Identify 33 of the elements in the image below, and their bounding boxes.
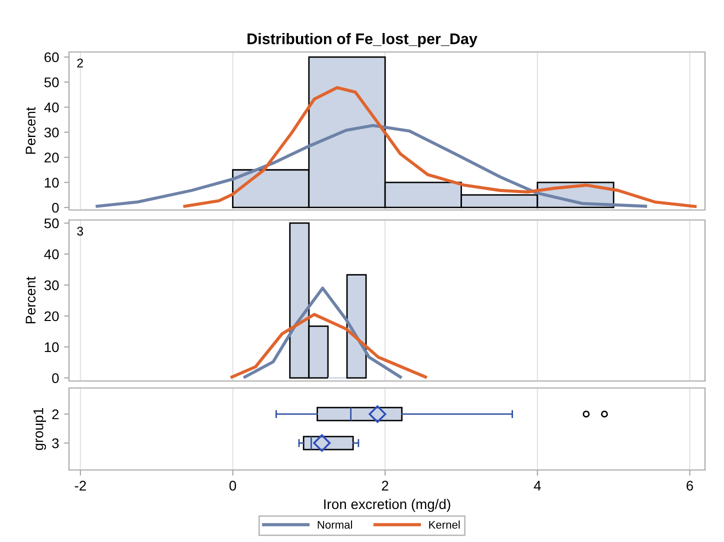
y-tick-label: 30 <box>44 280 59 290</box>
y-tick-label: 30 <box>44 128 59 138</box>
y-tick-label: 10 <box>44 178 59 188</box>
y-tick-label: 2 <box>52 409 59 420</box>
line-series <box>243 286 402 379</box>
annotation: 2 <box>77 58 83 68</box>
line-series <box>183 86 697 208</box>
x-tick-label: 0 <box>229 480 236 491</box>
x-tick-label: 6 <box>686 480 694 491</box>
y-tick-label: 40 <box>44 249 59 260</box>
legend-label: Normal <box>318 520 352 529</box>
y-tick-label: 3 <box>52 438 59 448</box>
annotation: 3 <box>77 226 84 236</box>
y-tick-label: 0 <box>52 202 59 213</box>
y-tick-label: 10 <box>44 342 59 352</box>
y-tick-label: 50 <box>44 77 59 88</box>
y-tick-label: 60 <box>44 52 59 62</box>
y-tick-label: 0 <box>52 373 59 384</box>
y-tick-label: 50 <box>44 218 59 228</box>
y-axis-title: Percent <box>26 107 36 154</box>
x-axis-title: Iron excretion (mg/d) <box>324 498 450 512</box>
y-tick-label: 40 <box>44 102 59 112</box>
chart-title: Distribution of Fe_lost_per_Day <box>248 33 478 48</box>
legend-label: Kernel <box>429 520 460 529</box>
x-tick-label: -2 <box>74 480 86 490</box>
y-axis-title: group1 <box>34 408 46 450</box>
line-series <box>230 312 427 379</box>
x-tick-label: 2 <box>382 480 388 490</box>
y-axis-title: Percent <box>26 276 36 324</box>
line-series <box>96 124 648 208</box>
y-tick-label: 20 <box>44 152 59 163</box>
y-tick-label: 20 <box>44 311 59 322</box>
x-tick-label: 4 <box>534 480 541 490</box>
